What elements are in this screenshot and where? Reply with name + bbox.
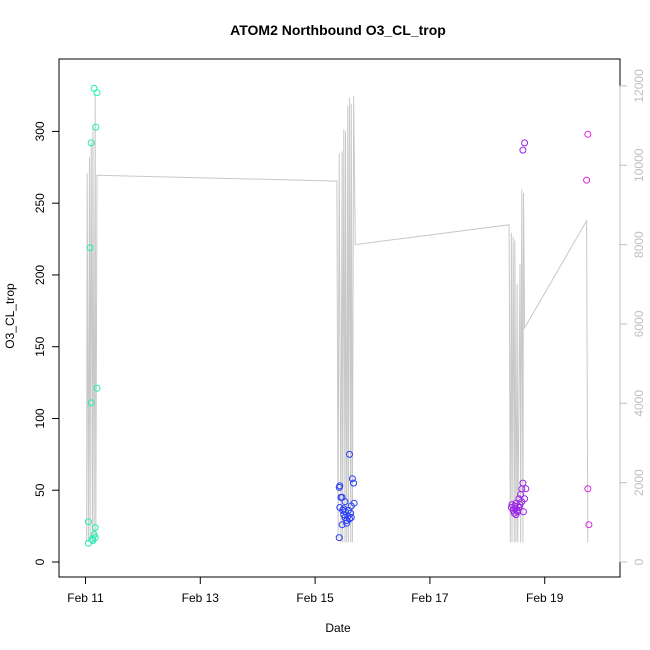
altitude-line	[87, 94, 588, 542]
y2-tick-label: 6000	[632, 310, 646, 337]
chart-title: ATOM2 Northbound O3_CL_trop	[230, 22, 446, 38]
altitude-line-layer	[87, 94, 588, 542]
data-point	[91, 85, 97, 91]
x-tick-label: Feb 19	[526, 591, 564, 605]
y2-tick-label: 4000	[632, 390, 646, 417]
data-point	[586, 522, 592, 528]
data-point	[585, 131, 591, 137]
data-point	[584, 177, 590, 183]
y-tick-label: 300	[33, 121, 47, 141]
data-point	[93, 124, 99, 130]
x-axis-label: Date	[325, 621, 351, 635]
data-point	[348, 515, 354, 521]
y-tick-label: 200	[33, 265, 47, 285]
data-point	[94, 90, 100, 96]
x-tick-label: Feb 17	[411, 591, 449, 605]
y2-axis: 0 2000 4000 6000 8000 10000 12000	[620, 69, 646, 565]
y-tick-label: 250	[33, 193, 47, 213]
y2-tick-label: 0	[632, 558, 646, 565]
y2-tick-label: 2000	[632, 469, 646, 496]
data-point	[521, 509, 527, 515]
y-tick-label: 100	[33, 408, 47, 428]
y-axis-label: O3_CL_trop	[3, 283, 17, 349]
y-tick-label: 0	[33, 558, 47, 565]
data-point	[523, 486, 529, 492]
data-point	[520, 147, 526, 153]
y2-tick-label: 8000	[632, 231, 646, 258]
y2-tick-label: 10000	[632, 148, 646, 182]
data-point	[92, 525, 98, 531]
y-tick-label: 50	[33, 483, 47, 497]
y2-tick-label: 12000	[632, 69, 646, 103]
x-tick-label: Feb 11	[67, 591, 104, 605]
x-tick-label: Feb 13	[182, 591, 220, 605]
y-tick-label: 150	[33, 336, 47, 356]
data-point	[522, 140, 528, 146]
y-axis: 0 50 100 150 200 250 300	[33, 121, 59, 565]
x-tick-label: Feb 15	[296, 591, 334, 605]
x-axis: Feb 11 Feb 13 Feb 15 Feb 17 Feb 19	[67, 577, 563, 605]
